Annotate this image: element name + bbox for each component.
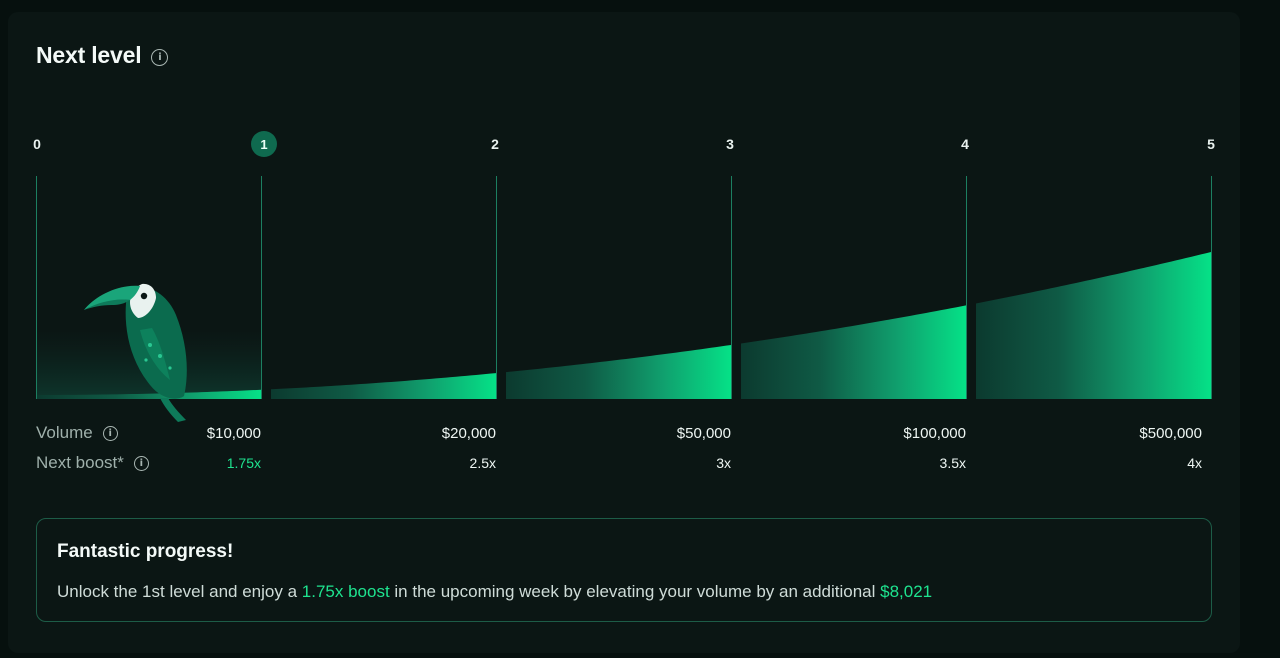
- level-line-0: [36, 176, 37, 399]
- notice-text: Unlock the 1st level and enjoy a 1.75x b…: [57, 582, 933, 601]
- boost-value: 3x: [716, 455, 731, 471]
- boost-value: 2.5x: [469, 455, 496, 471]
- page-title: Next level: [36, 42, 142, 68]
- volume-value: $20,000: [441, 425, 496, 442]
- progress-notice: Fantastic progress! Unlock the 1st level…: [36, 518, 1212, 622]
- info-icon[interactable]: i: [133, 455, 149, 471]
- level-0: 0: [33, 136, 41, 152]
- level-4: 4: [961, 136, 969, 152]
- level-line-5: [1211, 176, 1212, 399]
- level-line-4: [966, 176, 967, 399]
- volume-label: Volume: [36, 423, 93, 442]
- boost-value-current: 1.75x: [226, 455, 261, 471]
- level-5: 5: [1207, 136, 1215, 152]
- boost-label: Next boost*: [36, 453, 124, 472]
- level-1-current: 1: [251, 131, 277, 157]
- boost-highlight: 1.75x boost: [301, 582, 390, 601]
- volume-value: $500,000: [1139, 425, 1202, 442]
- level-line-1: [261, 176, 262, 399]
- header: Next level i: [36, 42, 169, 69]
- volume-row-label: Volume i: [36, 423, 118, 443]
- volume-value: $10,000: [206, 425, 261, 442]
- volume-value: $50,000: [676, 425, 731, 442]
- notice-title: Fantastic progress!: [57, 541, 234, 562]
- level-2: 2: [491, 136, 499, 152]
- level-line-3: [731, 176, 732, 399]
- volume-value: $100,000: [903, 425, 966, 442]
- info-icon[interactable]: i: [151, 49, 169, 66]
- boost-value: 4x: [1187, 455, 1202, 471]
- info-icon[interactable]: i: [102, 425, 118, 441]
- level-line-2: [496, 176, 497, 399]
- boost-value: 3.5x: [939, 455, 966, 471]
- amount-highlight: $8,021: [880, 582, 933, 601]
- level-3: 3: [726, 136, 734, 152]
- boost-row-label: Next boost* i: [36, 453, 149, 473]
